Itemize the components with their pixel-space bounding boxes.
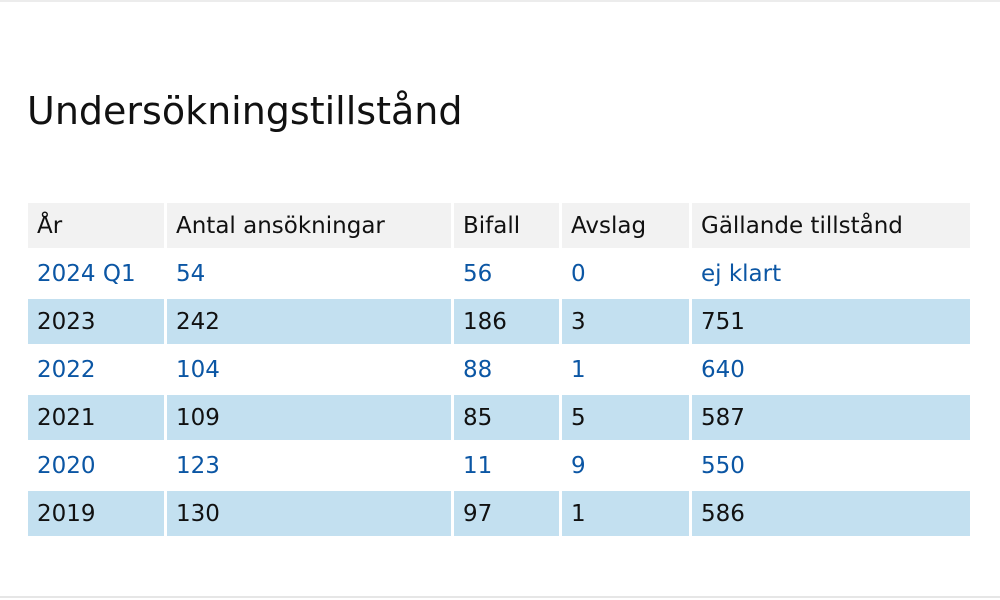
cell-valid-permits: 640 xyxy=(692,347,970,392)
cell-valid-permits: 586 xyxy=(692,491,970,536)
cell-rejected: 5 xyxy=(562,395,689,440)
table-row: 2020 123 11 9 550 xyxy=(28,443,970,488)
cell-rejected: 1 xyxy=(562,347,689,392)
cell-applications: 109 xyxy=(167,395,451,440)
table-row: 2022 104 88 1 640 xyxy=(28,347,970,392)
column-header-rejected: Avslag xyxy=(562,203,689,248)
cell-year: 2020 xyxy=(28,443,164,488)
cell-year: 2023 xyxy=(28,299,164,344)
exploration-permits-table: År Antal ansökningar Bifall Avslag Gälla… xyxy=(25,200,973,539)
cell-approved: 186 xyxy=(454,299,559,344)
cell-applications: 123 xyxy=(167,443,451,488)
cell-valid-permits: 587 xyxy=(692,395,970,440)
cell-approved: 97 xyxy=(454,491,559,536)
cell-valid-permits: 751 xyxy=(692,299,970,344)
cell-rejected: 9 xyxy=(562,443,689,488)
table-row: 2019 130 97 1 586 xyxy=(28,491,970,536)
column-header-approved: Bifall xyxy=(454,203,559,248)
cell-rejected: 3 xyxy=(562,299,689,344)
cell-applications: 242 xyxy=(167,299,451,344)
cell-year: 2022 xyxy=(28,347,164,392)
cell-approved: 56 xyxy=(454,251,559,296)
cell-valid-permits: ej klart xyxy=(692,251,970,296)
cell-year: 2019 xyxy=(28,491,164,536)
cell-approved: 85 xyxy=(454,395,559,440)
table-header-row: År Antal ansökningar Bifall Avslag Gälla… xyxy=(28,203,970,248)
top-divider xyxy=(0,0,1000,2)
cell-approved: 11 xyxy=(454,443,559,488)
cell-rejected: 1 xyxy=(562,491,689,536)
table-row: 2021 109 85 5 587 xyxy=(28,395,970,440)
column-header-year: År xyxy=(28,203,164,248)
page-title: Undersökningstillstånd xyxy=(27,89,463,133)
cell-rejected: 0 xyxy=(562,251,689,296)
cell-approved: 88 xyxy=(454,347,559,392)
cell-applications: 104 xyxy=(167,347,451,392)
bottom-divider xyxy=(0,596,1000,598)
cell-year: 2024 Q1 xyxy=(28,251,164,296)
table-row: 2023 242 186 3 751 xyxy=(28,299,970,344)
column-header-valid-permits: Gällande tillstånd xyxy=(692,203,970,248)
cell-valid-permits: 550 xyxy=(692,443,970,488)
column-header-applications: Antal ansökningar xyxy=(167,203,451,248)
cell-applications: 130 xyxy=(167,491,451,536)
cell-applications: 54 xyxy=(167,251,451,296)
table-row: 2024 Q1 54 56 0 ej klart xyxy=(28,251,970,296)
cell-year: 2021 xyxy=(28,395,164,440)
